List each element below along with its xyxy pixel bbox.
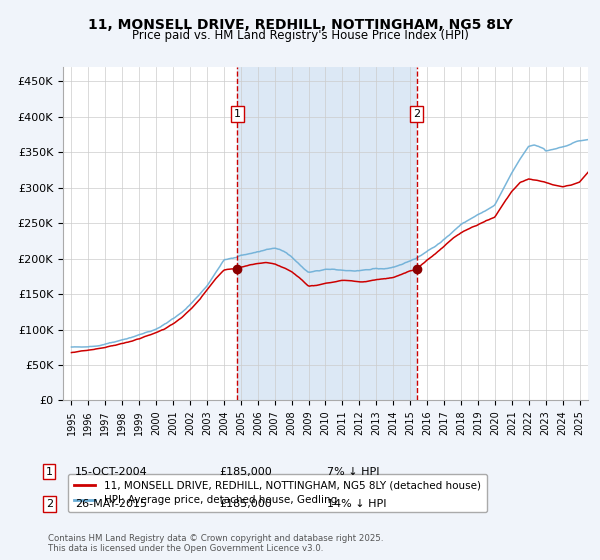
Text: 11, MONSELL DRIVE, REDHILL, NOTTINGHAM, NG5 8LY: 11, MONSELL DRIVE, REDHILL, NOTTINGHAM, … xyxy=(88,18,512,32)
Text: 2: 2 xyxy=(413,109,421,119)
Text: 15-OCT-2004: 15-OCT-2004 xyxy=(75,466,148,477)
Text: 2: 2 xyxy=(46,499,53,509)
Text: 7% ↓ HPI: 7% ↓ HPI xyxy=(327,466,380,477)
Text: 1: 1 xyxy=(46,466,53,477)
Text: £185,000: £185,000 xyxy=(219,499,272,509)
Text: 14% ↓ HPI: 14% ↓ HPI xyxy=(327,499,386,509)
Text: £185,000: £185,000 xyxy=(219,466,272,477)
Text: 26-MAY-2015: 26-MAY-2015 xyxy=(75,499,147,509)
Bar xyxy=(237,67,417,400)
Text: Contains HM Land Registry data © Crown copyright and database right 2025.: Contains HM Land Registry data © Crown c… xyxy=(48,534,383,543)
Legend: 11, MONSELL DRIVE, REDHILL, NOTTINGHAM, NG5 8LY (detached house), HPI: Average p: 11, MONSELL DRIVE, REDHILL, NOTTINGHAM, … xyxy=(68,474,487,512)
Text: Price paid vs. HM Land Registry's House Price Index (HPI): Price paid vs. HM Land Registry's House … xyxy=(131,29,469,42)
Text: 1: 1 xyxy=(234,109,241,119)
Text: This data is licensed under the Open Government Licence v3.0.: This data is licensed under the Open Gov… xyxy=(48,544,323,553)
